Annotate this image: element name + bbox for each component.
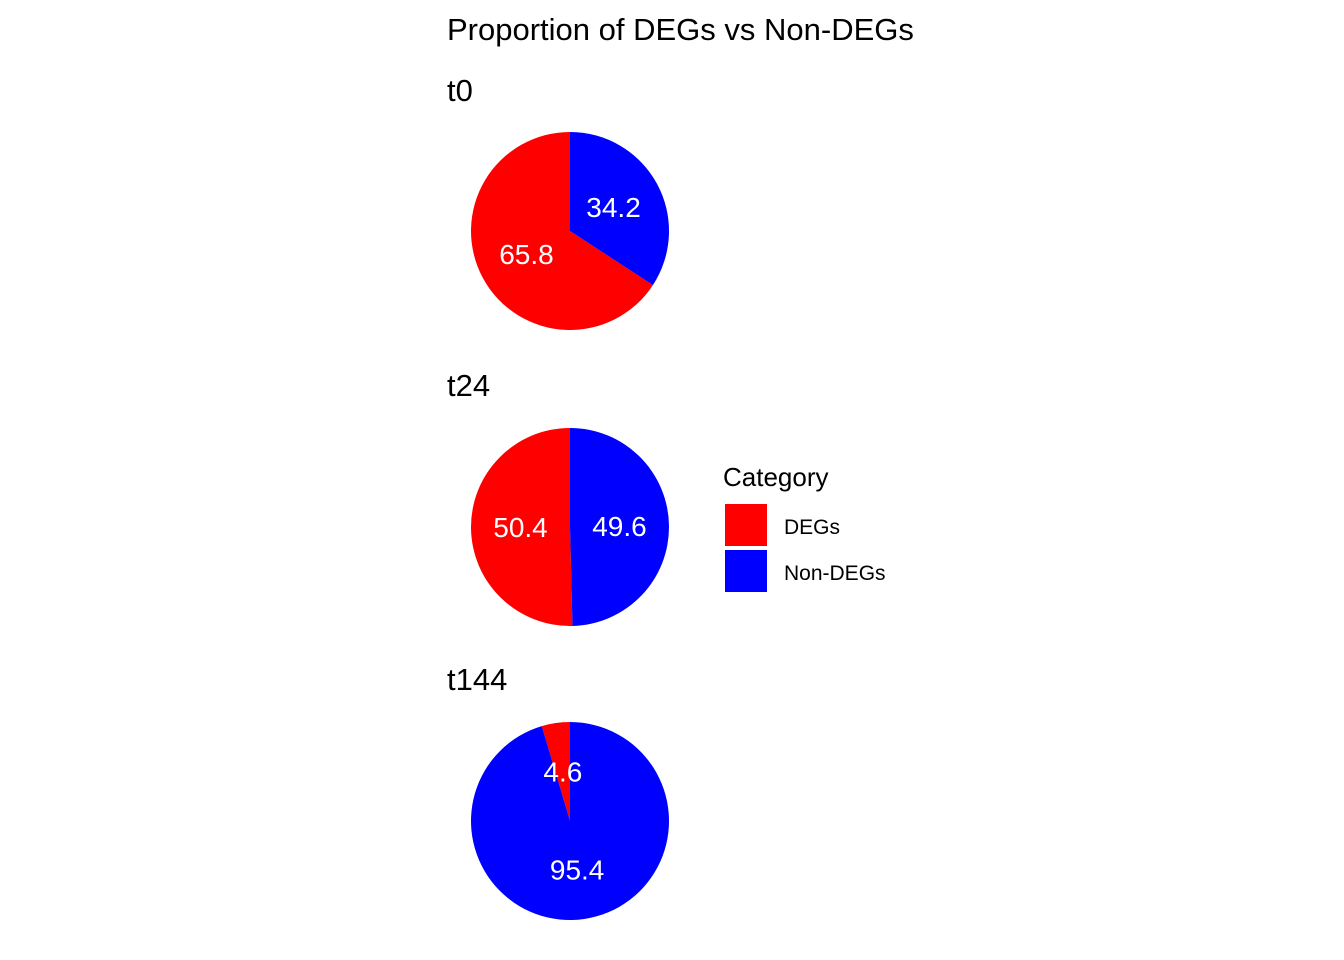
legend-label-non-degs: Non-DEGs <box>784 562 886 585</box>
chart-title: Proportion of DEGs vs Non-DEGs <box>447 12 914 47</box>
panel-title-t24: t24 <box>447 368 490 403</box>
pie-slice-t24-non-degs <box>570 428 670 626</box>
pie-slice-t0-degs <box>471 132 653 331</box>
pie-slice-t144-degs <box>541 722 570 821</box>
legend-swatch-non-degs <box>725 550 767 592</box>
pie-t0: 65.8 34.2 <box>471 132 669 331</box>
slice-label-t24-non-degs: 49.6 <box>592 511 647 542</box>
panel-title-t0: t0 <box>447 73 473 108</box>
slice-label-t144-degs: 4.6 <box>543 757 582 788</box>
slice-label-t0-non-degs: 34.2 <box>586 192 641 223</box>
pie-t144: 4.6 95.4 <box>471 722 670 920</box>
panel-title-t144: t144 <box>447 662 507 697</box>
legend-label-degs: DEGs <box>784 516 840 539</box>
slice-label-t144-non-degs: 95.4 <box>550 854 605 885</box>
slice-label-t24-degs: 50.4 <box>493 512 548 543</box>
pie-slice-t0-non-degs <box>570 132 669 286</box>
slice-label-t0-degs: 65.8 <box>499 239 554 270</box>
pie-slice-t144-non-degs <box>471 722 670 920</box>
legend-title: Category <box>723 462 829 492</box>
legend-swatch-degs <box>725 504 767 546</box>
legend: Category DEGs Non-DEGs <box>723 462 886 592</box>
pie-t24: 50.4 49.6 <box>471 428 670 626</box>
pie-slice-t24-degs <box>471 428 573 626</box>
